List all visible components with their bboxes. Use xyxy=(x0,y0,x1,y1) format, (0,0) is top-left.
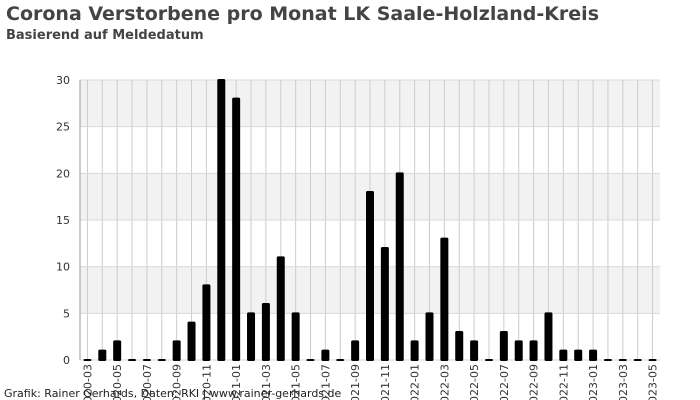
bar xyxy=(172,340,181,361)
y-tick-label: 10 xyxy=(56,261,70,274)
footer: Grafik: Rainer Gerhards, Daten: RKI | ww… xyxy=(4,387,342,400)
y-tick-label: 20 xyxy=(56,167,70,180)
x-tick-label: 2023-03 xyxy=(617,364,630,400)
x-tick-label: 2022-01 xyxy=(409,364,422,400)
chart-subtitle: Basierend auf Meldedatum xyxy=(6,28,204,43)
x-tick-label: 2021-03 xyxy=(260,364,273,400)
bar xyxy=(306,359,315,361)
x-tick-label: 2020-11 xyxy=(200,364,213,400)
bar xyxy=(425,312,434,361)
x-tick-label: 2021-11 xyxy=(379,364,392,400)
bar xyxy=(603,359,612,361)
bar xyxy=(113,340,122,361)
bar xyxy=(276,256,285,361)
bar xyxy=(633,359,642,361)
bar xyxy=(455,331,464,361)
bar xyxy=(142,359,151,361)
bar xyxy=(410,340,419,361)
y-tick-label: 5 xyxy=(63,307,70,320)
x-tick-label: 2023-01 xyxy=(587,364,600,400)
bar xyxy=(529,340,538,361)
y-tick-label: 30 xyxy=(56,74,70,87)
x-tick-label: 2022-09 xyxy=(528,364,541,400)
bar xyxy=(514,340,523,361)
bar xyxy=(157,359,166,361)
bar xyxy=(202,284,211,361)
x-tick-label: 2021-01 xyxy=(230,364,243,400)
y-tick-label: 25 xyxy=(56,121,70,134)
bar xyxy=(395,172,404,361)
bar xyxy=(648,359,657,361)
bar xyxy=(574,349,583,361)
chart-title: Corona Verstorbene pro Monat LK Saale-Ho… xyxy=(6,3,599,25)
x-tick-label: 2023-05 xyxy=(647,364,660,400)
bar xyxy=(470,340,479,361)
x-tick-label: 2021-07 xyxy=(319,364,332,400)
bar xyxy=(98,349,107,361)
bar xyxy=(499,331,508,361)
bar xyxy=(544,312,553,361)
bar xyxy=(261,303,270,361)
bar xyxy=(484,359,493,361)
bar xyxy=(366,191,374,361)
bar xyxy=(351,340,360,361)
x-tick-label: 2022-11 xyxy=(557,364,570,400)
x-tick-label: 2022-07 xyxy=(498,364,511,400)
plot-area: 0 5 10 15 20 25 30 2020-03 2020-05 2020-07 2020-09… xyxy=(56,74,660,400)
x-tick-label: 2020-09 xyxy=(171,364,184,400)
x-tick-label: 2020-07 xyxy=(141,364,154,400)
bar xyxy=(83,359,92,361)
bar xyxy=(187,321,196,361)
bar xyxy=(291,312,300,361)
x-tick-label: 2022-03 xyxy=(438,364,451,400)
bar xyxy=(589,349,598,361)
bar xyxy=(618,359,627,361)
bar xyxy=(336,359,345,361)
bar xyxy=(232,97,241,362)
x-tick-label: 2020-03 xyxy=(81,364,94,400)
y-tick-label: 0 xyxy=(63,354,70,367)
bar xyxy=(440,237,449,361)
bar xyxy=(559,349,568,361)
x-tick-label: 2021-09 xyxy=(349,364,362,400)
x-tick-label: 2022-05 xyxy=(468,364,481,400)
bar xyxy=(321,349,330,361)
bar xyxy=(217,79,226,361)
x-tick-label: 2021-05 xyxy=(290,364,303,400)
x-tick-label: 2020-05 xyxy=(111,364,124,400)
y-tick-label: 15 xyxy=(56,214,70,227)
bar xyxy=(128,359,137,361)
bar xyxy=(380,247,389,361)
bar xyxy=(247,312,256,361)
